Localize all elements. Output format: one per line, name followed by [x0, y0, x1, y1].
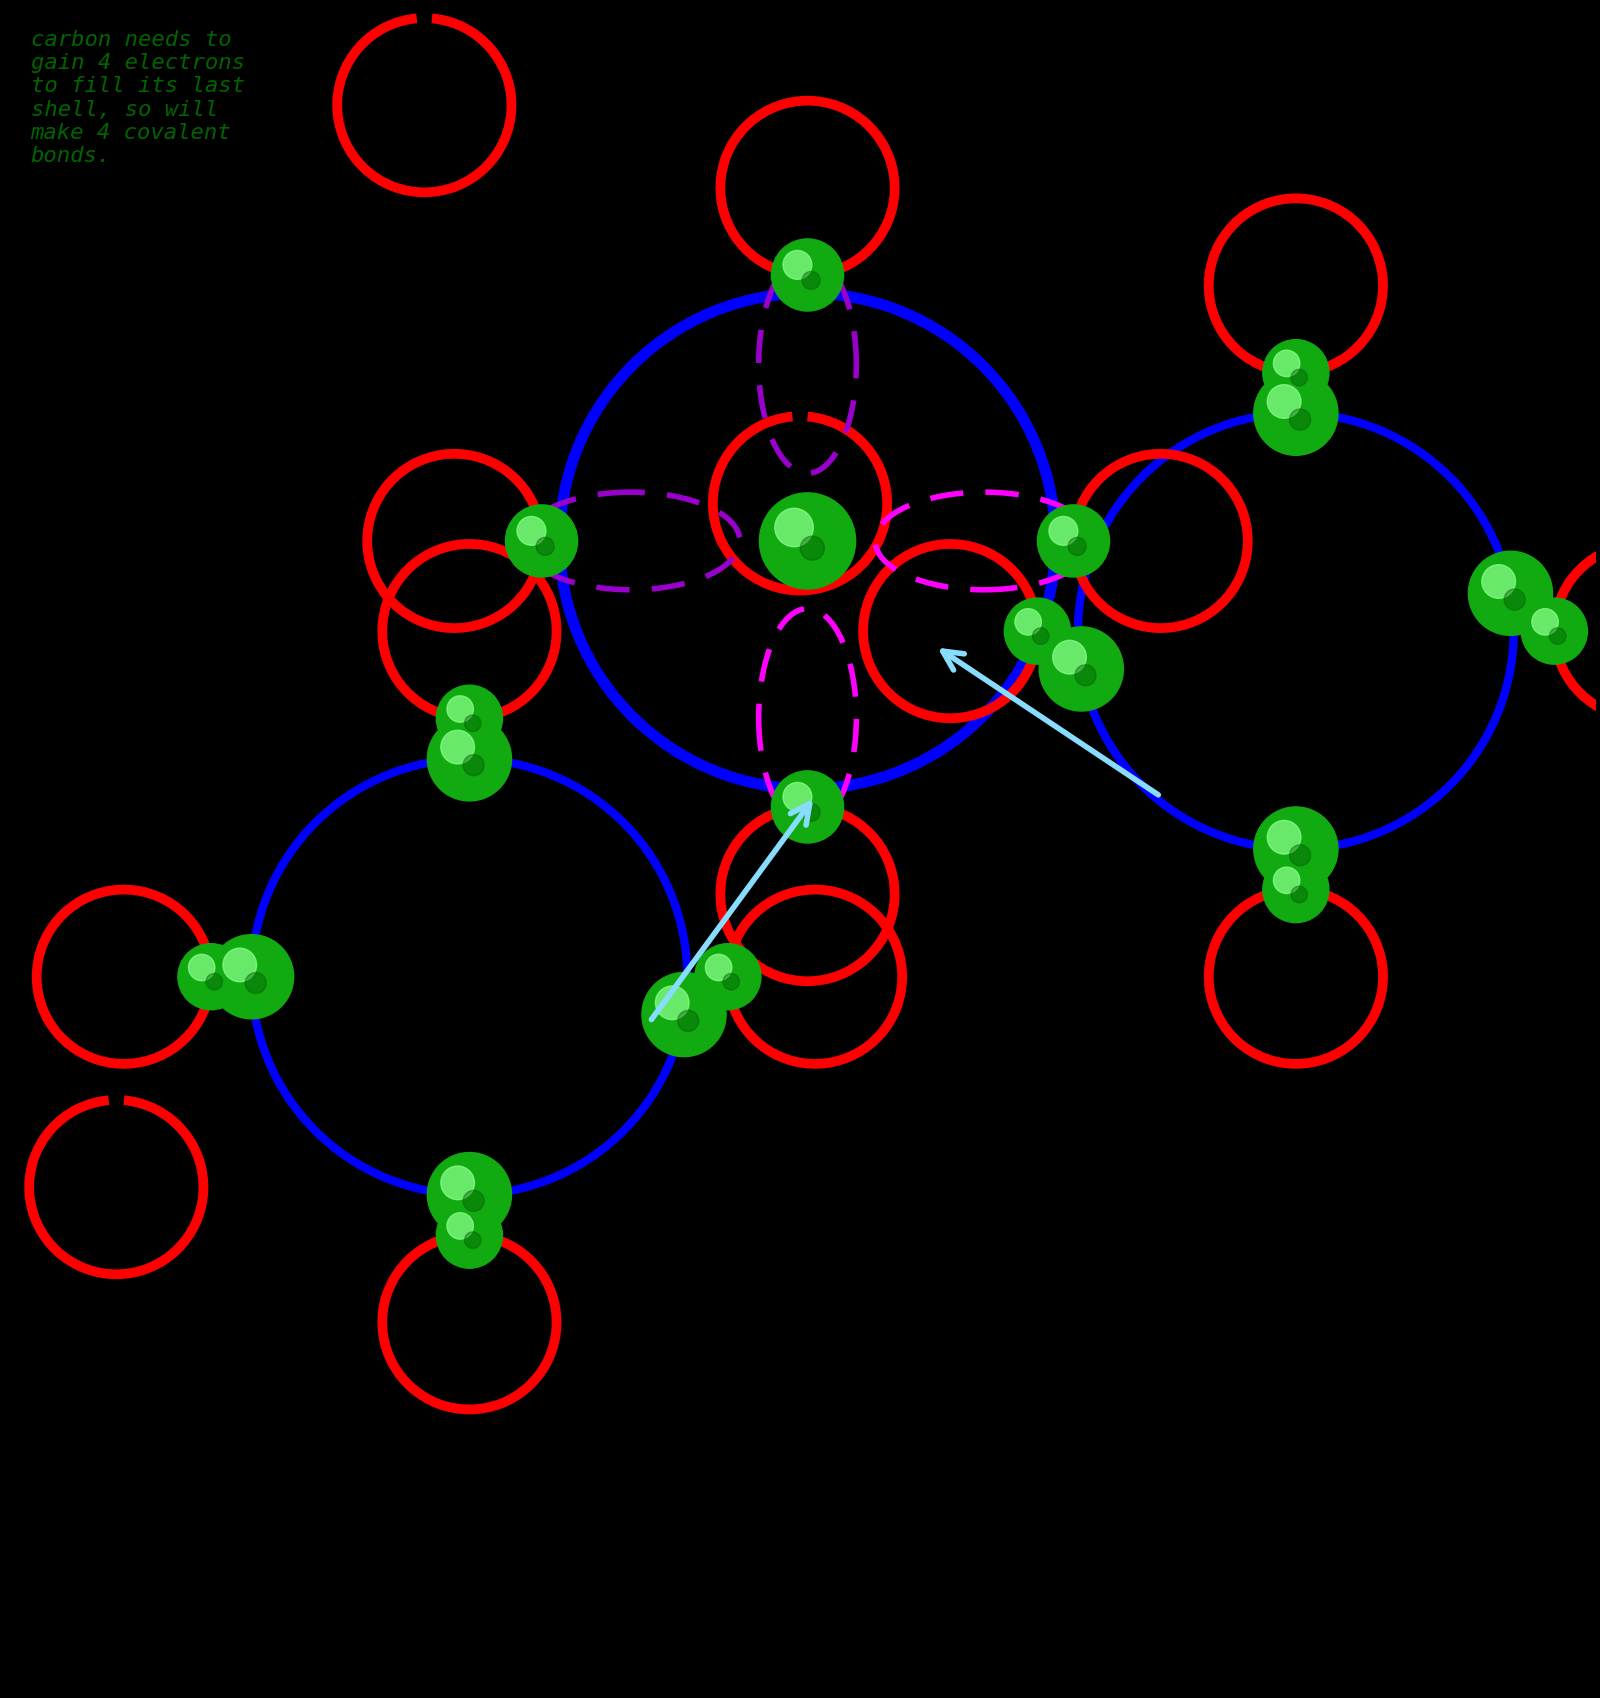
Text: carbon needs to
gain 4 electrons
to fill its last
shell, so will
make 4 covalent: carbon needs to gain 4 electrons to fill… [30, 31, 245, 166]
Circle shape [437, 1202, 502, 1268]
Circle shape [437, 686, 502, 751]
Circle shape [1290, 846, 1310, 866]
Circle shape [1037, 504, 1109, 577]
Circle shape [1267, 385, 1301, 418]
Circle shape [1274, 350, 1299, 377]
Circle shape [1005, 598, 1070, 664]
Circle shape [427, 717, 512, 801]
Circle shape [536, 537, 554, 555]
Circle shape [678, 1010, 699, 1031]
Circle shape [427, 1153, 512, 1236]
Circle shape [1290, 409, 1310, 430]
Circle shape [442, 730, 475, 764]
Circle shape [1262, 856, 1330, 922]
Circle shape [442, 1167, 475, 1200]
Circle shape [1469, 552, 1552, 635]
Circle shape [1254, 372, 1338, 455]
Circle shape [222, 947, 256, 981]
Circle shape [189, 954, 214, 981]
Circle shape [462, 1190, 485, 1211]
Circle shape [506, 504, 578, 577]
Circle shape [1549, 628, 1566, 644]
Circle shape [245, 973, 266, 993]
Circle shape [1032, 628, 1050, 644]
Circle shape [771, 239, 843, 311]
Circle shape [1291, 370, 1307, 385]
Circle shape [802, 803, 821, 822]
Circle shape [694, 944, 762, 1010]
Circle shape [802, 272, 821, 289]
Circle shape [1504, 589, 1525, 610]
Circle shape [1014, 608, 1042, 635]
Circle shape [1053, 640, 1086, 674]
Circle shape [446, 696, 474, 722]
Circle shape [517, 516, 546, 545]
Circle shape [178, 944, 245, 1010]
Circle shape [642, 973, 726, 1056]
Circle shape [782, 783, 811, 812]
Circle shape [782, 251, 811, 278]
Circle shape [1522, 598, 1587, 664]
Circle shape [774, 508, 813, 547]
Circle shape [462, 754, 485, 776]
Circle shape [446, 1212, 474, 1240]
Circle shape [760, 492, 856, 589]
Circle shape [1262, 340, 1330, 406]
Circle shape [1482, 565, 1515, 598]
Circle shape [1267, 820, 1301, 854]
Circle shape [210, 934, 294, 1019]
Circle shape [771, 771, 843, 842]
Circle shape [1075, 664, 1096, 686]
Circle shape [656, 987, 690, 1019]
Circle shape [464, 1231, 482, 1248]
Circle shape [1531, 608, 1558, 635]
Circle shape [1040, 627, 1123, 711]
Circle shape [706, 954, 731, 981]
Circle shape [800, 537, 824, 560]
Circle shape [723, 973, 739, 990]
Circle shape [464, 715, 482, 732]
Circle shape [1254, 807, 1338, 891]
Circle shape [206, 973, 222, 990]
Circle shape [1050, 516, 1078, 545]
Circle shape [1274, 868, 1299, 893]
Circle shape [1291, 886, 1307, 903]
Circle shape [1069, 537, 1086, 555]
